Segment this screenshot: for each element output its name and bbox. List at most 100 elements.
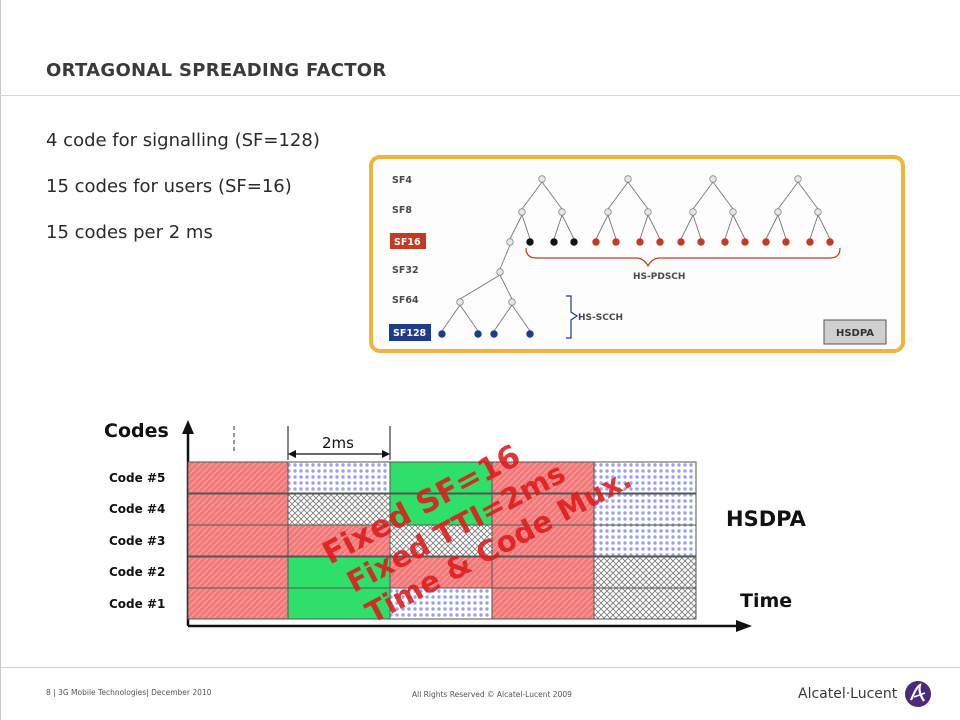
tree-edge: [521, 181, 543, 210]
tree-node: [558, 208, 566, 216]
tree-node: [506, 238, 514, 246]
tree-edge: [777, 214, 787, 240]
tree-node: [794, 175, 802, 183]
tree-node: [474, 330, 482, 338]
tree-edge: [777, 181, 799, 210]
tree-node: [762, 238, 770, 246]
code-row-label: Code #2: [109, 565, 165, 579]
tree-edge: [627, 181, 649, 210]
tree-node: [656, 238, 664, 246]
tree-edge: [441, 304, 461, 332]
tree-edge: [639, 214, 649, 240]
code-time-diagram: Codes Time 2ms Code #5 Code #4 Code #3 C…: [104, 420, 807, 632]
grid-cell: [187, 524, 289, 557]
tree-edge: [692, 214, 702, 240]
tree-node: [550, 238, 558, 246]
code-row-label: Code #4: [109, 502, 165, 516]
grid-cell: [491, 461, 595, 494]
slide-title: ORTAGONAL SPREADING FACTOR: [46, 60, 387, 81]
tree-node: [826, 238, 834, 246]
tree-node: [806, 238, 814, 246]
y-axis-arrow: [182, 420, 194, 434]
tree-node: [782, 238, 790, 246]
tree-node: [526, 238, 534, 246]
grid-cell: [187, 493, 289, 526]
tree-edge: [809, 214, 819, 240]
code-row-label: Code #1: [109, 597, 165, 611]
tree-node: [496, 268, 504, 276]
tree-node: [570, 238, 578, 246]
tti-arrow-head-right: [382, 450, 390, 458]
code-row-label: Code #5: [109, 471, 165, 485]
tree-node: [518, 208, 526, 216]
y-axis-label: Codes: [104, 420, 169, 442]
grid-cell: [389, 461, 493, 494]
tree-edges: [441, 181, 831, 332]
grid-cell: [287, 556, 391, 589]
sf16-highlight: [390, 233, 426, 249]
hs-scch-bracket: [566, 295, 579, 339]
tree-edge: [459, 274, 501, 300]
hsdpa-badge-label: HSDPA: [836, 328, 874, 339]
tree-edge: [817, 214, 831, 240]
alcatel-lucent-icon: [905, 681, 931, 707]
code-tree-diagram: SF4 SF8 SF16 SF32 SF64 SF128 HS-PDSCH HS…: [369, 155, 905, 353]
sf-label: SF128: [393, 328, 427, 339]
grid-cell: [593, 461, 697, 494]
tree-node: [612, 238, 620, 246]
grid-cell: [187, 556, 289, 589]
hsdpa-side-label: HSDPA: [726, 507, 807, 531]
tree-edge: [541, 181, 563, 210]
code-row-label: Code #3: [109, 534, 165, 548]
footer-copyright: All Rights Reserved © Alcatel-Lucent 200…: [412, 690, 572, 699]
tree-edge: [692, 181, 714, 210]
x-axis-label: Time: [740, 590, 792, 612]
brand-name: Alcatel·Lucent: [798, 686, 898, 702]
grid-cell: [187, 587, 289, 620]
tree-node: [709, 175, 717, 183]
grid-cell: [187, 461, 289, 494]
grid-cell: [593, 524, 697, 557]
tree-node: [774, 208, 782, 216]
slide-border: [0, 0, 1, 720]
tree-edge: [521, 214, 531, 240]
tree-node: [721, 238, 729, 246]
tree-node: [592, 238, 600, 246]
hs-pdsch-brace: [525, 247, 841, 268]
tree-edge: [499, 274, 513, 300]
bullet-item: 15 codes for users (SF=16): [46, 176, 292, 197]
tree-edge: [607, 214, 617, 240]
tree-edge: [712, 181, 734, 210]
footer-page-info: 8 | 3G Mobile Technologies| December 201…: [46, 688, 212, 697]
grid-cell: [491, 524, 595, 557]
grid-cell: [491, 587, 595, 620]
sf-label: SF8: [392, 205, 412, 216]
bullet-item: 15 codes per 2 ms: [46, 222, 213, 243]
tree-edge: [607, 181, 629, 210]
hsdpa-badge: [823, 319, 887, 345]
grid-cell: [287, 493, 391, 526]
tree-edge: [493, 304, 513, 332]
tree-edge: [647, 214, 661, 240]
grid-cell: [389, 587, 493, 620]
tree-node: [604, 208, 612, 216]
code-time-grid: [187, 461, 697, 620]
tree-nodes: [438, 175, 834, 338]
tree-node: [814, 208, 822, 216]
tree-edge: [797, 181, 819, 210]
tree-node: [538, 175, 546, 183]
tree-frame: [369, 155, 905, 353]
x-axis-arrow: [736, 620, 752, 632]
grid-cell: [491, 556, 595, 589]
sf128-highlight: [389, 324, 431, 341]
tree-node: [741, 238, 749, 246]
tti-interval-label: 2ms: [322, 434, 354, 452]
sf-label: SF16: [394, 237, 421, 248]
tree-edge: [499, 244, 511, 270]
tree-node: [636, 238, 644, 246]
sf-label: SF4: [392, 175, 412, 186]
hs-scch-label: HS-SCCH: [578, 313, 623, 323]
tree-edge: [732, 214, 746, 240]
tree-edge: [595, 214, 609, 240]
tree-node: [729, 208, 737, 216]
